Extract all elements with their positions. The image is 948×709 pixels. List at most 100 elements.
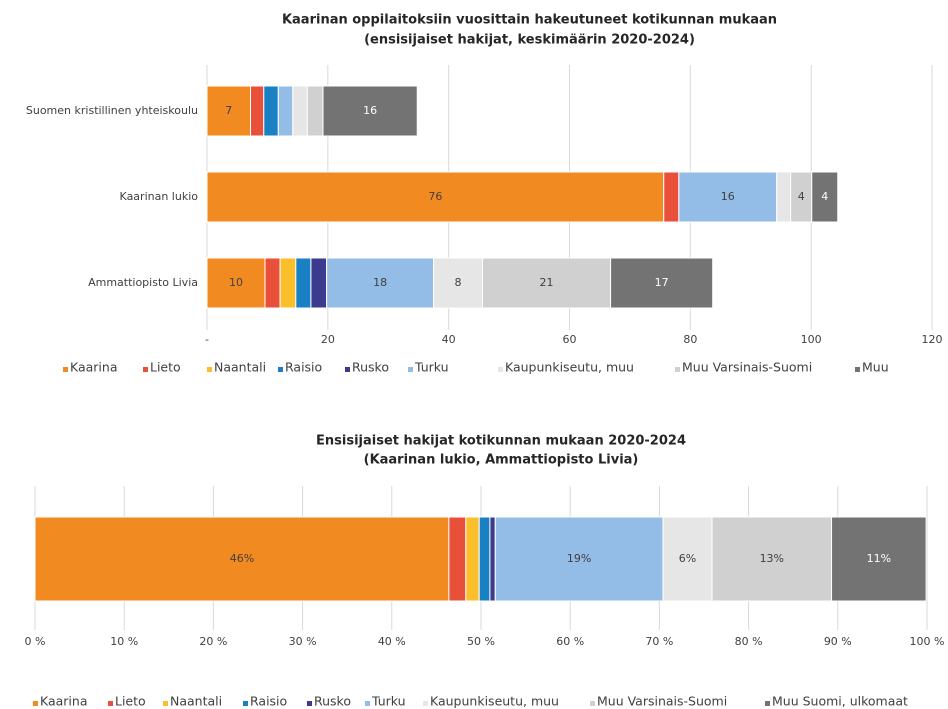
x-tick-label: 60 % (556, 635, 584, 648)
legend-swatch (307, 701, 312, 706)
chart-subtitle: (Kaarinan lukio, Ammattiopisto Livia) (364, 453, 639, 468)
data-label: 46% (230, 552, 254, 565)
data-label: 76 (428, 190, 442, 203)
x-tick-label: 60 (563, 333, 577, 346)
legend-label: Naantali (170, 694, 222, 709)
legend-swatch (765, 701, 770, 706)
data-label: 6% (679, 552, 696, 565)
bar-segment (831, 516, 927, 602)
legend-label: Muu Varsinais-Suomi (597, 694, 727, 709)
legend-label: Kaarina (40, 694, 88, 709)
bar-segment (306, 85, 324, 137)
bar-segment (310, 257, 328, 309)
x-tick-label: 40 (442, 333, 456, 346)
legend-label: Muu Suomi, ulkomaat (772, 694, 908, 709)
x-tick-label: 100 (801, 333, 822, 346)
data-label: 10 (229, 276, 243, 289)
legend-swatch (163, 701, 168, 706)
legend-swatch (408, 367, 413, 372)
bar-segment (206, 85, 251, 137)
bar-segment (322, 85, 418, 137)
bar-segment (711, 516, 833, 602)
bar-segment (448, 516, 467, 602)
legend-label: Rusko (352, 360, 389, 375)
category-label: Kaarinan lukio (120, 190, 199, 203)
bar-segment (776, 171, 792, 223)
x-tick-label: 30 % (289, 635, 317, 648)
data-label: 19% (567, 552, 591, 565)
legend-label: Raisio (285, 360, 322, 375)
legend-label: Turku (371, 694, 406, 709)
legend-label: Muu (862, 360, 889, 375)
chart-title: Kaarinan oppilaitoksiin vuosittain hakeu… (282, 13, 777, 28)
legend-swatch (278, 367, 283, 372)
bar-segment (811, 171, 839, 223)
legend-label: Muu Varsinais-Suomi (682, 360, 812, 375)
x-tick-label: 40 % (378, 635, 406, 648)
legend-swatch (675, 367, 680, 372)
legend-swatch (855, 367, 860, 372)
legend-label: Lieto (150, 360, 181, 375)
legend-swatch (365, 701, 370, 706)
x-tick-label: 10 % (110, 635, 138, 648)
data-label: 7 (225, 104, 232, 117)
legend-swatch (590, 701, 595, 706)
legend-label: Kaupunkiseutu, muu (430, 694, 559, 709)
bar-segment (206, 257, 266, 309)
x-tick-label: 20 % (199, 635, 227, 648)
bar-segment (489, 516, 496, 602)
legend-swatch (345, 367, 350, 372)
legend-swatch (423, 701, 428, 706)
x-tick-label: 80 % (735, 635, 763, 648)
x-tick-label: 50 % (467, 635, 495, 648)
legend-label: Raisio (250, 694, 287, 709)
bar-segment (264, 257, 281, 309)
bar-segment (494, 516, 664, 602)
chart-subtitle: (ensisijaiset hakijat, keskimäärin 2020-… (364, 33, 695, 48)
bar-segment (663, 171, 680, 223)
data-label: 8 (455, 276, 462, 289)
bar-segment (250, 85, 265, 137)
x-tick-label: 100 % (910, 635, 945, 648)
legend-swatch (108, 701, 113, 706)
chart-title: Ensisijaiset hakijat kotikunnan mukaan 2… (316, 434, 686, 449)
bar-segment (206, 171, 665, 223)
x-tick-label: 0 % (25, 635, 46, 648)
legend-label: Lieto (115, 694, 146, 709)
data-label: 16 (721, 190, 735, 203)
data-label: 21 (540, 276, 554, 289)
bar-segment (433, 257, 483, 309)
bar-segment (292, 85, 308, 137)
data-label: 13% (760, 552, 784, 565)
bar-segment (263, 85, 279, 137)
x-tick-label: 70 % (645, 635, 673, 648)
bar-segment (34, 516, 450, 602)
bar-segment (277, 85, 294, 137)
bar-segment (295, 257, 312, 309)
legend-label: Kaupunkiseutu, muu (505, 360, 634, 375)
bar-segment (662, 516, 713, 602)
category-label: Ammattiopisto Livia (88, 276, 198, 289)
bar-segment (326, 257, 435, 309)
bar-segment (478, 516, 491, 602)
legend-label: Kaarina (70, 360, 118, 375)
bar-segment (610, 257, 714, 309)
data-label: 4 (821, 190, 828, 203)
data-label: 16 (363, 104, 377, 117)
legend-swatch (33, 701, 38, 706)
x-tick-label: 120 (922, 333, 943, 346)
data-label: 17 (655, 276, 669, 289)
data-label: 18 (373, 276, 387, 289)
legend-label: Rusko (314, 694, 351, 709)
legend-swatch (498, 367, 503, 372)
bar-segment (279, 257, 297, 309)
legend-label: Turku (414, 360, 449, 375)
x-tick-label: 90 % (824, 635, 852, 648)
legend-swatch (63, 367, 68, 372)
bar-segment (465, 516, 480, 602)
category-label: Suomen kristillinen yhteiskoulu (26, 104, 198, 117)
legend-label: Naantali (214, 360, 266, 375)
x-tick-label: - (205, 333, 209, 346)
data-label: 11% (867, 552, 891, 565)
legend-swatch (207, 367, 212, 372)
